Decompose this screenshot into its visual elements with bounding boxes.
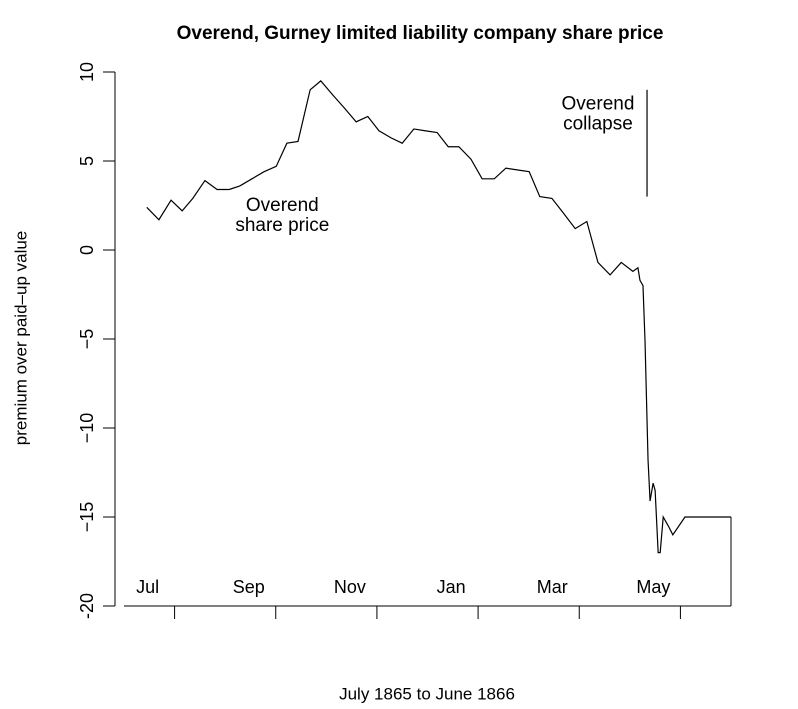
annotation: share price [235, 215, 329, 236]
x-tick-label: Sep [233, 577, 265, 597]
y-tick-label: −5 [77, 329, 97, 350]
annotation: Overend [246, 195, 319, 216]
x-tick-label: Nov [334, 577, 366, 597]
y-axis-label: premium over paid–up value [11, 231, 30, 446]
y-tick-label: 10 [77, 62, 97, 82]
annotation: collapse [563, 114, 633, 135]
x-tick-label: Jan [437, 577, 466, 597]
chart-title: Overend, Gurney limited liability compan… [177, 23, 664, 44]
x-axis-label: July 1865 to June 1866 [339, 684, 515, 703]
x-tick-label: Mar [537, 577, 568, 597]
y-tick-label: 5 [77, 156, 97, 166]
annotation: Overend [562, 94, 635, 115]
y-tick-label: −10 [77, 413, 97, 444]
x-tick-label: Jul [136, 577, 159, 597]
price-line [146, 80, 731, 554]
y-tick-label: 0 [77, 245, 97, 255]
x-tick-label: May [636, 577, 670, 597]
y-tick-label: -20 [77, 593, 97, 619]
y-tick-label: −15 [77, 502, 97, 533]
